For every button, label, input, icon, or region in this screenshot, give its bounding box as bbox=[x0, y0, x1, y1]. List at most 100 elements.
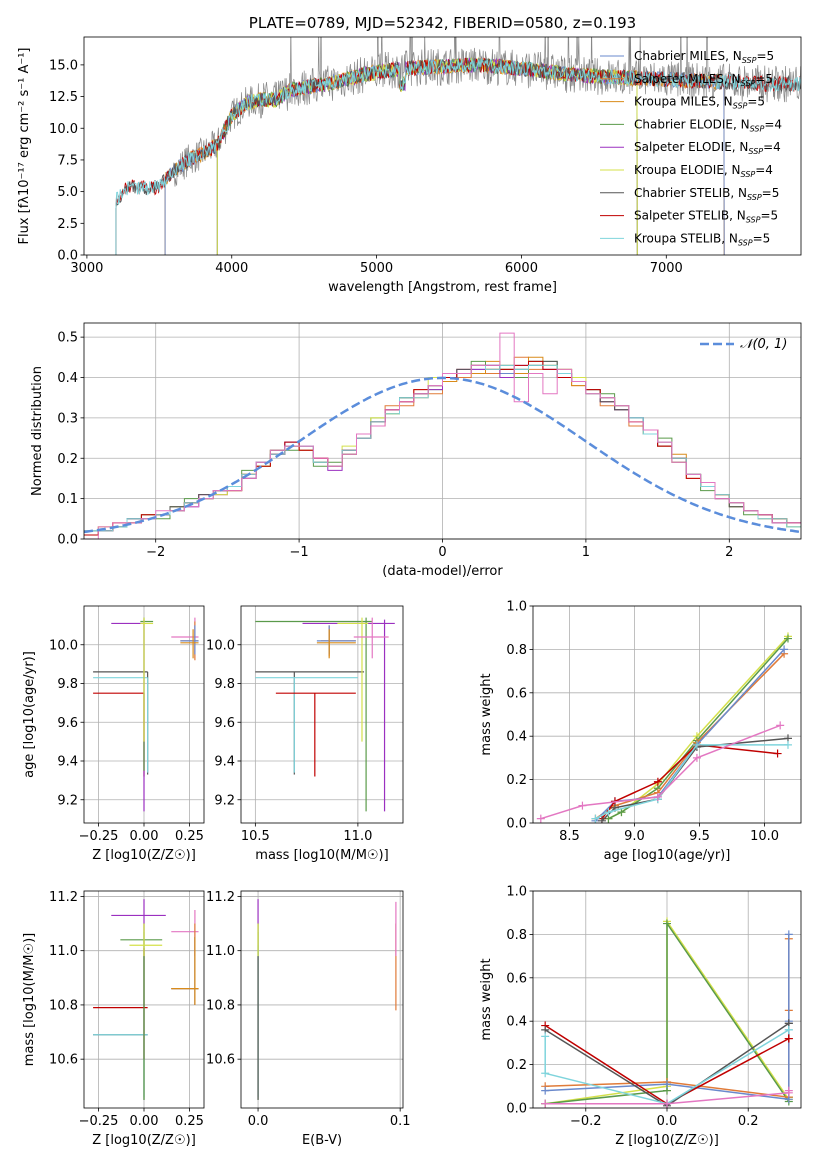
mass-weight-marker bbox=[604, 808, 613, 817]
axes-panel-3: −0.25 0.00 0.25 9.2 9.4 9.6 9.8 10.0 Z [log10(Z/… bbox=[22, 605, 205, 863]
y-tick-label: 0.0 bbox=[57, 533, 78, 548]
y-tick-label: 11.0 bbox=[49, 944, 78, 959]
model-spectrum-line bbox=[115, 57, 801, 255]
mass-weight-marker bbox=[578, 801, 587, 810]
x-tick-label: 2 bbox=[725, 545, 733, 560]
mass-weight-marker bbox=[541, 1099, 550, 1108]
mass-weight-marker bbox=[541, 1086, 550, 1095]
y-tick-label: 0.4 bbox=[506, 730, 527, 745]
x-tick-label: 9.0 bbox=[624, 829, 645, 844]
y-tick-label: 5.0 bbox=[57, 185, 78, 200]
x-axis-label: Z [log10(Z/Z☉)] bbox=[92, 1133, 196, 1148]
legend-label: Kroupa MILES, NSSP=5 bbox=[634, 95, 765, 111]
model-spectrum-line bbox=[164, 57, 725, 255]
x-axis-label: age [log10(age/yr)] bbox=[604, 848, 731, 863]
y-tick-label: 0.4 bbox=[506, 1015, 527, 1030]
x-axis-label: (data-model)/error bbox=[382, 564, 503, 579]
plot-area bbox=[84, 332, 801, 539]
x-axis-label: Z [log10(Z/Z☉)] bbox=[92, 848, 196, 863]
x-tick-label: 0.25 bbox=[175, 829, 204, 844]
y-tick-label: 10.0 bbox=[49, 122, 78, 137]
y-tick-label: 9.6 bbox=[57, 716, 78, 731]
mass-weight-marker bbox=[784, 930, 793, 939]
x-axis-label: mass [log10(M/M☉)] bbox=[255, 848, 388, 863]
histogram-step-line bbox=[84, 332, 801, 539]
mass-weight-line bbox=[540, 724, 781, 820]
y-tick-label: 9.2 bbox=[214, 793, 235, 808]
y-tick-label: 0.2 bbox=[506, 1058, 527, 1073]
x-tick-label: 10.5 bbox=[241, 829, 270, 844]
x-tick-label: −0.2 bbox=[570, 1114, 602, 1129]
y-tick-label: 0.2 bbox=[57, 452, 78, 467]
y-tick-label: 10.0 bbox=[206, 638, 235, 653]
mass-weight-marker bbox=[784, 1025, 793, 1034]
y-tick-label: 0.3 bbox=[57, 411, 78, 426]
axes-panel-7: 0.0 0.1 10.6 10.8 11.0 11.2 E(B-V) bbox=[206, 890, 410, 1148]
y-tick-label: 0.6 bbox=[506, 971, 527, 986]
plot-area bbox=[93, 899, 199, 1100]
y-tick-label: 1.0 bbox=[506, 600, 527, 615]
x-tick-label: 8.5 bbox=[559, 829, 580, 844]
x-tick-label: 9.5 bbox=[689, 829, 710, 844]
y-tick-label: 10.0 bbox=[49, 638, 78, 653]
axes-frame bbox=[83, 36, 802, 256]
y-axis-label: mass weight bbox=[479, 958, 494, 1040]
y-tick-label: 9.8 bbox=[57, 677, 78, 692]
y-tick-label: 10.8 bbox=[49, 998, 78, 1013]
x-tick-label: 4000 bbox=[215, 261, 248, 276]
mass-weight-marker bbox=[663, 1080, 671, 1089]
mass-weight-line bbox=[545, 921, 790, 1105]
x-tick-label: 0.00 bbox=[130, 1114, 159, 1129]
legend-label: Chabrier STELIB, NSSP=5 bbox=[634, 186, 779, 202]
x-tick-label: 0.1 bbox=[390, 1114, 411, 1129]
y-tick-label: 10.8 bbox=[206, 998, 235, 1013]
model-spectrum-line bbox=[164, 58, 725, 255]
axes-panel-6: −0.25 0.00 0.25 10.6 10.8 11.0 11.2 Z [log10(Z/… bbox=[22, 890, 205, 1148]
y-tick-label: 0.5 bbox=[57, 331, 78, 346]
y-axis-label: mass weight bbox=[479, 673, 494, 755]
mass-weight-marker bbox=[653, 792, 662, 801]
y-tick-label: 9.4 bbox=[214, 755, 235, 770]
x-tick-label: 0.25 bbox=[175, 1114, 204, 1129]
y-tick-label: 0.6 bbox=[506, 686, 527, 701]
mass-weight-marker bbox=[536, 814, 545, 823]
mass-weight-marker bbox=[692, 753, 701, 762]
axes-panel-5: 8.5 9.0 9.5 10.0 0.0 0.2 0.4 0.6 0.8 1.0 age [log1… bbox=[479, 600, 802, 863]
x-tick-label: 0.0 bbox=[248, 1114, 269, 1129]
legend-label: Salpeter STELIB, NSSP=5 bbox=[634, 209, 778, 225]
plot-area bbox=[93, 617, 199, 812]
legend-label: Kroupa STELIB, NSSP=5 bbox=[634, 231, 770, 247]
y-tick-label: 9.2 bbox=[57, 793, 78, 808]
plot-area bbox=[257, 899, 397, 1100]
plot-area bbox=[541, 917, 793, 1108]
x-axis-label: Z [log10(Z/Z☉)] bbox=[615, 1133, 719, 1148]
mass-weight-marker bbox=[784, 1034, 793, 1043]
x-tick-label: 0.2 bbox=[738, 1114, 759, 1129]
mass-weight-line bbox=[544, 1029, 790, 1105]
y-tick-label: 0.8 bbox=[506, 643, 527, 658]
mass-weight-marker bbox=[783, 740, 792, 749]
y-tick-label: 0.0 bbox=[506, 817, 527, 832]
axes-panel-2: −2 −1 0 1 2 0.0 0.1 0.2 0.3 0.4 0.5 (data-model)/er… bbox=[30, 322, 802, 579]
axes-panel-1: 3000 4000 5000 6000 7000 0.0 2.5 5.0 7.5 10.0 12.5… bbox=[17, 36, 802, 295]
legend-label: Chabrier MILES, NSSP=5 bbox=[634, 49, 774, 65]
x-tick-label: −2 bbox=[146, 545, 165, 560]
axes-frame bbox=[240, 605, 404, 824]
plot-area bbox=[255, 617, 395, 812]
axes-frame bbox=[240, 890, 404, 1109]
y-tick-label: 0.8 bbox=[506, 928, 527, 943]
y-tick-label: 1.0 bbox=[506, 885, 527, 900]
legend-label: Salpeter MILES, NSSP=5 bbox=[634, 72, 773, 88]
y-tick-label: 0.2 bbox=[506, 773, 527, 788]
x-tick-label: 0 bbox=[438, 545, 446, 560]
y-tick-label: 11.2 bbox=[206, 890, 235, 905]
x-tick-label: −0.25 bbox=[79, 1114, 119, 1129]
mass-weight-marker bbox=[776, 721, 785, 730]
mass-weight-marker bbox=[541, 1032, 550, 1041]
x-tick-label: 0.0 bbox=[657, 1114, 678, 1129]
model-spectrum-line bbox=[115, 58, 801, 255]
y-tick-label: 10.6 bbox=[206, 1053, 235, 1068]
y-tick-label: 12.5 bbox=[49, 90, 78, 105]
x-axis-label: wavelength [Angstrom, rest frame] bbox=[328, 280, 557, 295]
